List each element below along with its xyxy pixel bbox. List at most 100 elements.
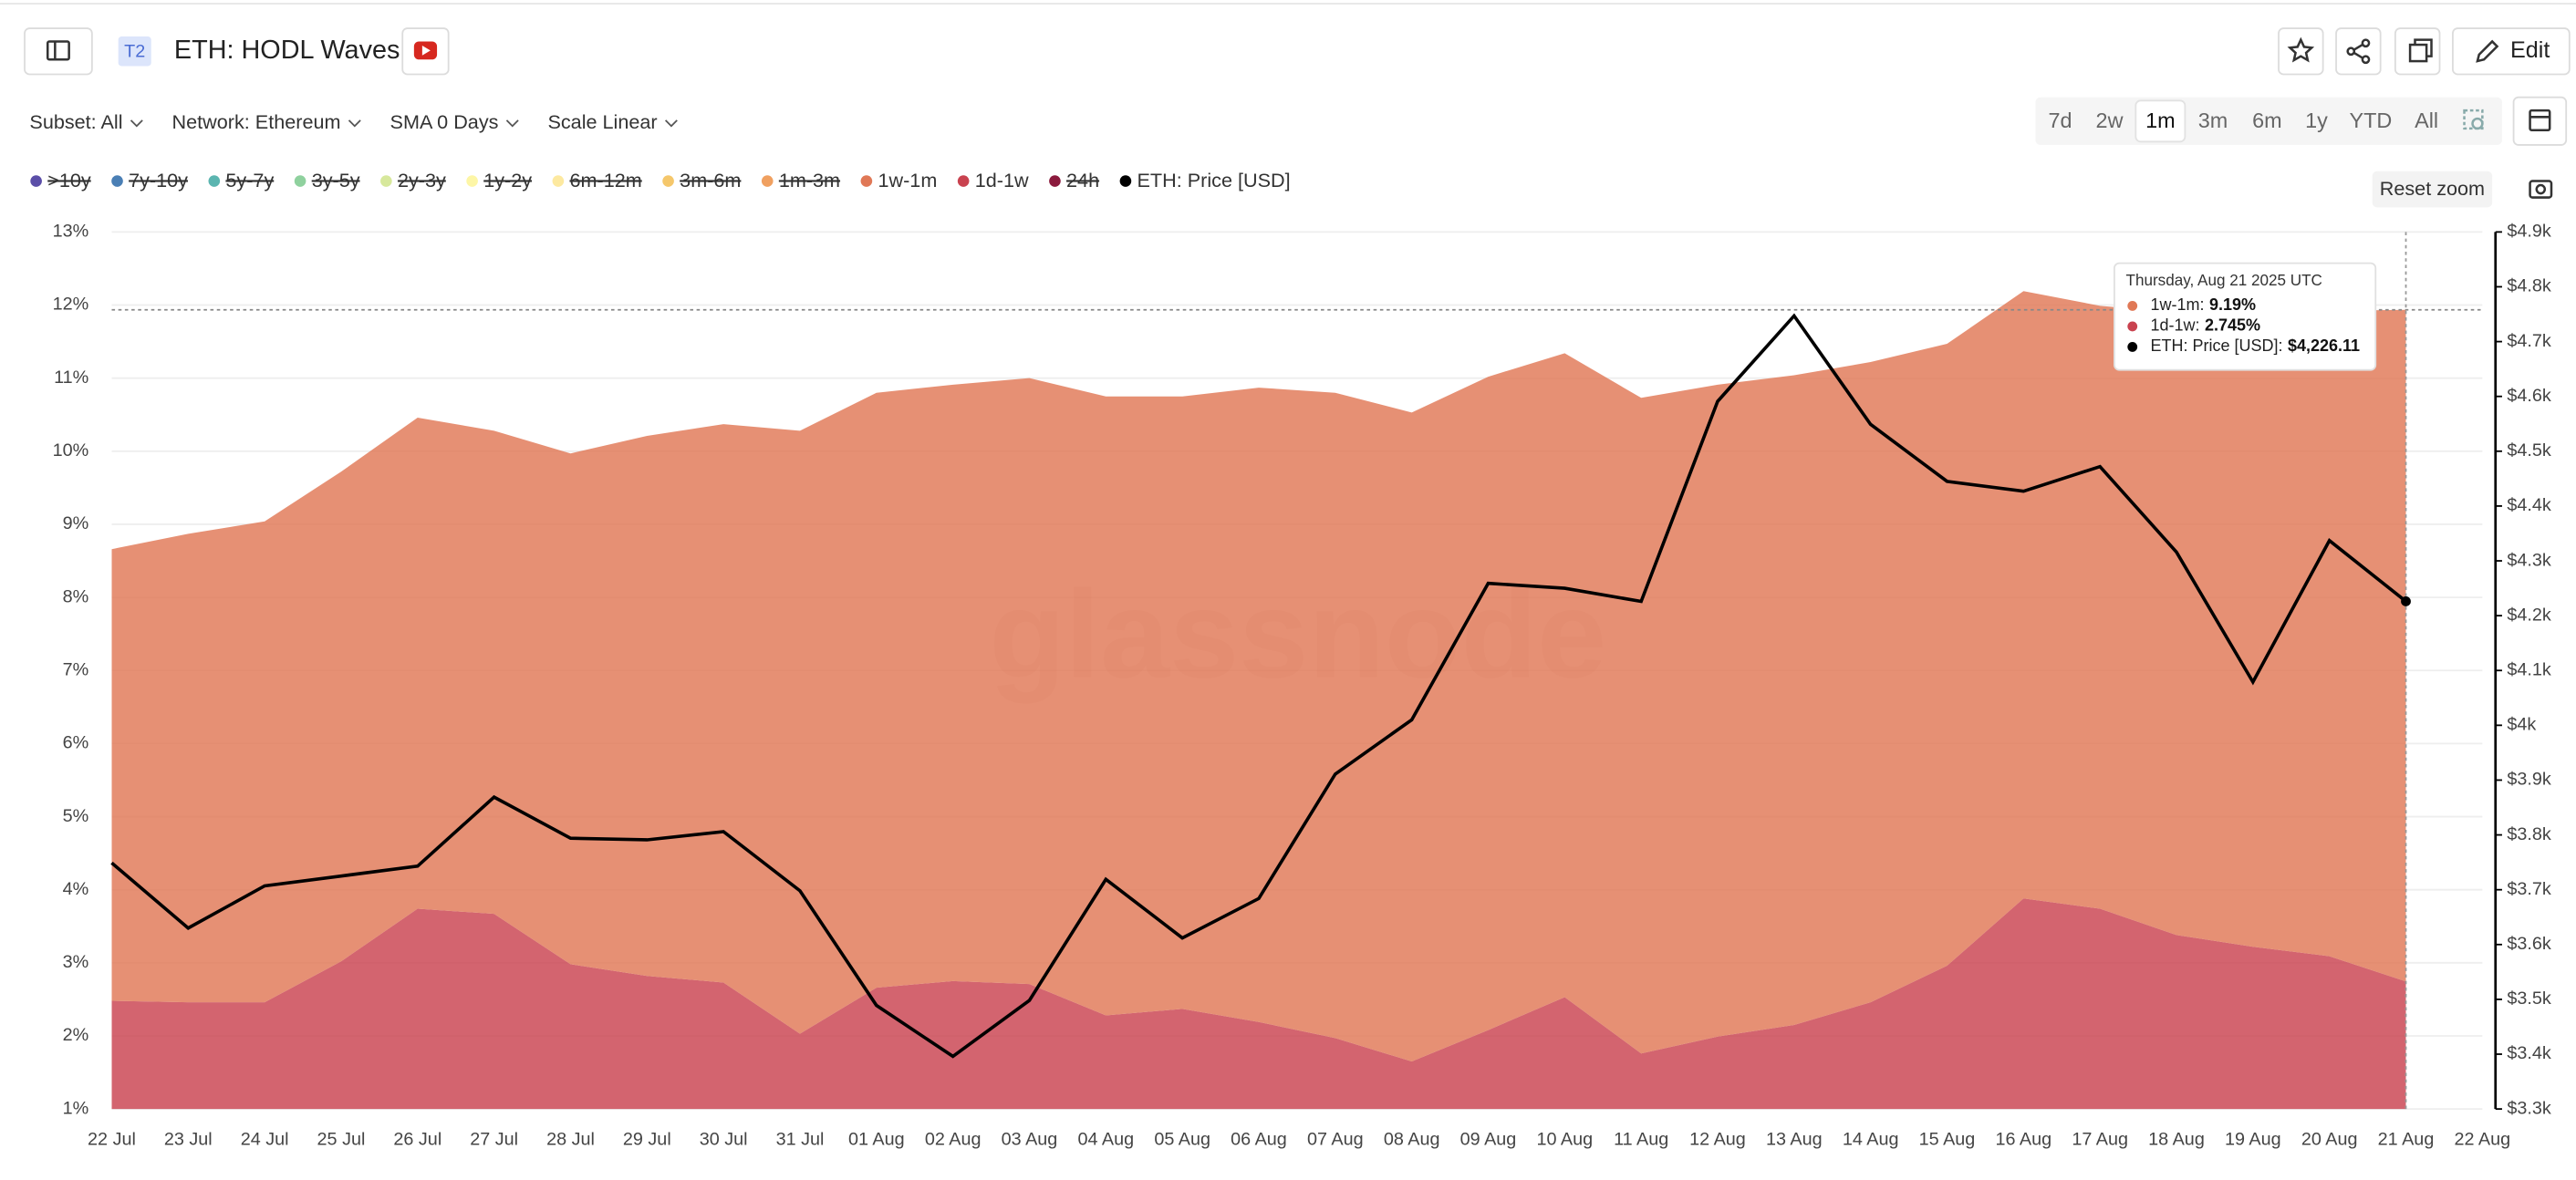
legend-item[interactable]: 2y-3y xyxy=(380,169,446,191)
y-tick-label: 12% xyxy=(53,295,89,315)
tooltip-label: 1w-1m: xyxy=(2151,295,2205,314)
y-tick-label: 7% xyxy=(63,659,89,679)
dropdown[interactable]: Subset: All xyxy=(29,110,143,133)
legend-label: 3m-6m xyxy=(680,169,741,191)
dropdown[interactable]: Network: Ethereum xyxy=(172,110,361,133)
legend-label: 1d-1w xyxy=(975,169,1029,191)
legend-item[interactable]: 5y-7y xyxy=(208,169,275,191)
legend-item[interactable]: 1m-3m xyxy=(761,169,840,191)
legend-item[interactable]: 7y-10y xyxy=(111,169,188,191)
y-tick-label: 4% xyxy=(63,879,89,899)
legend-item[interactable]: 3m-6m xyxy=(662,169,741,191)
y2-tick-label: $4.9k xyxy=(2507,222,2551,242)
legend-item[interactable]: 6m-12m xyxy=(552,169,642,191)
range-button[interactable]: YTD xyxy=(2349,109,2392,132)
x-tick-label: 28 Jul xyxy=(546,1130,595,1150)
dropdown-label: Subset: All xyxy=(29,110,122,133)
snapshot-button[interactable] xyxy=(2529,180,2553,199)
y-tick-label: 9% xyxy=(63,513,89,533)
range-label: 7d xyxy=(2048,109,2072,132)
legend-label: 7y-10y xyxy=(129,169,188,191)
legend-item[interactable]: 24h xyxy=(1049,169,1099,191)
x-tick-label: 25 Jul xyxy=(317,1130,366,1150)
x-tick-label: 26 Jul xyxy=(393,1130,441,1150)
x-tick-label: 04 Aug xyxy=(1077,1130,1134,1150)
calendar-button[interactable] xyxy=(2512,96,2568,146)
dropdown-label: SMA 0 Days xyxy=(390,110,499,133)
legend-label: 2y-3y xyxy=(398,169,446,191)
x-tick-label: 27 Jul xyxy=(470,1130,518,1150)
range-button[interactable]: 1m xyxy=(2135,99,2186,143)
y2-tick-label: $4.8k xyxy=(2507,276,2551,296)
reset-zoom-button[interactable]: Reset zoom xyxy=(2372,171,2493,208)
dropdown-caret xyxy=(505,119,519,128)
x-tick-label: 19 Aug xyxy=(2225,1130,2281,1150)
y2-tick-label: $3.7k xyxy=(2507,879,2551,899)
legend-label: 1y-2y xyxy=(483,169,532,191)
y-tick-label: 10% xyxy=(53,440,89,461)
edit-label: Edit xyxy=(2510,37,2550,63)
range-button[interactable]: 1y xyxy=(2305,109,2328,132)
edit-button[interactable]: Edit xyxy=(2452,27,2571,76)
legend-label: 24h xyxy=(1066,169,1099,191)
range-button[interactable]: All xyxy=(2415,109,2438,132)
y-tick-label: 13% xyxy=(53,222,89,242)
legend-dot xyxy=(466,175,478,187)
tooltip-box xyxy=(2114,262,2377,371)
range-button[interactable]: 7d xyxy=(2048,109,2072,132)
tooltip-title: Thursday, Aug 21 2025 UTC xyxy=(2126,272,2322,289)
y2-tick-label: $4.1k xyxy=(2507,659,2551,679)
y-tick-label: 6% xyxy=(63,733,89,753)
legend-item[interactable]: >10y xyxy=(30,169,91,191)
legend-item[interactable]: 1y-2y xyxy=(466,169,532,191)
legend-label: 3y-5y xyxy=(312,169,360,191)
price-marker xyxy=(2401,596,2411,606)
legend-label: 5y-7y xyxy=(225,169,274,191)
x-tick-label: 05 Aug xyxy=(1154,1130,1210,1150)
sidebar-toggle[interactable] xyxy=(24,27,93,76)
zoom-select-button[interactable] xyxy=(2463,109,2484,130)
legend-item[interactable]: 3y-5y xyxy=(294,169,360,191)
y-tick-label: 8% xyxy=(63,586,89,606)
legend-item[interactable]: 1w-1m xyxy=(860,169,938,191)
legend-item[interactable]: 1d-1w xyxy=(957,169,1029,191)
legend-item[interactable]: ETH: Price [USD] xyxy=(1119,169,1291,191)
tooltip-value: $4,226.11 xyxy=(2288,336,2360,355)
y-tick-label: 5% xyxy=(63,806,89,826)
legend-dot xyxy=(860,175,873,187)
areas xyxy=(111,291,2406,1110)
y2-tick-label: $4.7k xyxy=(2507,331,2551,351)
legend-label: ETH: Price [USD] xyxy=(1137,169,1291,191)
tooltip-dot xyxy=(2127,342,2138,352)
y2-tick-label: $4.5k xyxy=(2507,440,2551,461)
y-tick-label: 2% xyxy=(63,1025,89,1045)
dropdown[interactable]: Scale Linear xyxy=(547,110,678,133)
range-button[interactable]: 2w xyxy=(2096,109,2124,132)
tooltip-value: 9.19% xyxy=(2209,295,2256,314)
x-tick-label: 10 Aug xyxy=(1536,1130,1593,1150)
dropdown-caret xyxy=(130,119,143,128)
video-button[interactable] xyxy=(401,27,450,76)
tooltip-label: ETH: Price [USD]: xyxy=(2151,336,2283,355)
badge-bg xyxy=(118,36,151,67)
x-tick-label: 21 Aug xyxy=(2378,1130,2435,1150)
y-tick-label: 11% xyxy=(54,367,88,388)
x-tick-label: 07 Aug xyxy=(1307,1130,1364,1150)
tooltip-dot xyxy=(2127,321,2138,332)
range-label: All xyxy=(2415,109,2438,132)
y2-tick-label: $4.6k xyxy=(2507,386,2551,406)
y2-tick-label: $3.8k xyxy=(2507,824,2551,844)
copy-button[interactable] xyxy=(2394,27,2441,76)
share-button[interactable] xyxy=(2335,27,2382,76)
y2-tick-label: $3.4k xyxy=(2507,1043,2551,1063)
range-button[interactable]: 6m xyxy=(2252,109,2282,132)
x-tick-label: 09 Aug xyxy=(1460,1130,1517,1150)
favorite-button[interactable] xyxy=(2278,27,2324,76)
range-label: 1m xyxy=(2145,109,2176,132)
dropdown-caret xyxy=(664,119,678,128)
dropdown[interactable]: SMA 0 Days xyxy=(390,110,519,133)
x-tick-label: 16 Aug xyxy=(1996,1130,2052,1150)
range-button[interactable]: 3m xyxy=(2198,109,2228,132)
x-tick-label: 22 Jul xyxy=(88,1130,136,1150)
